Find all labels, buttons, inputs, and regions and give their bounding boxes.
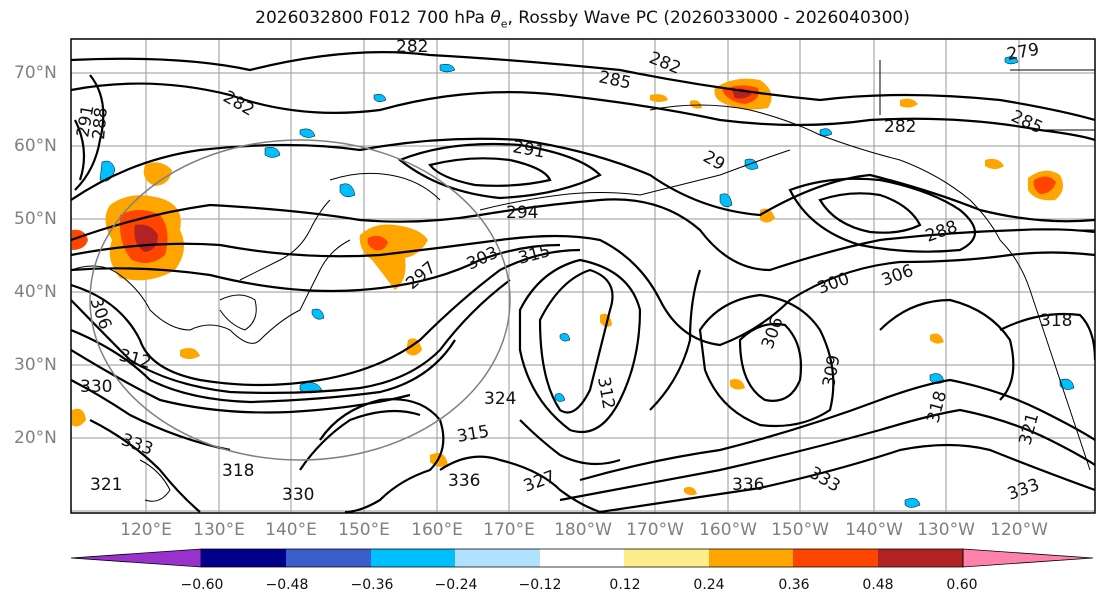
coastline-japan [239,199,331,281]
contour-label: 294 [506,203,538,223]
colorbar-segment [540,549,624,567]
coastline-korea [219,294,257,331]
colorbar-segment [201,549,286,567]
contour-label: 324 [484,389,516,409]
contour-label: 330 [282,485,314,505]
lon-label: 160°E [411,520,463,540]
lon-label: 170°E [483,520,535,540]
lat-label: 30°N [14,355,57,375]
rossby-wave-circle [89,139,511,461]
coastlines [71,60,1095,502]
title-symbol: θ [490,8,501,28]
title-run: 2026032800 [255,8,364,28]
contour-label: 282 [884,117,916,137]
lat-label: 20°N [14,428,57,448]
title-forecast: F012 [368,8,411,28]
colorbar-extend-max [962,548,1094,568]
colorbar-tick: −0.60 [180,577,224,593]
title-level: 700 hPa [416,8,485,28]
map-title: 2026032800 F012 700 hPa θe, Rossby Wave … [0,8,1105,30]
colorbar-tick: 0.48 [862,577,894,593]
contour-282 [71,51,1095,122]
lat-label: 50°N [14,209,57,229]
lon-label: 180°W [554,520,612,540]
colorbar-segment [371,549,455,567]
lat-label: 60°N [14,136,57,156]
map-frame [70,38,1096,514]
colorbar-tick: −0.48 [265,577,309,593]
coastline-alaska [649,104,1001,241]
contour-label: 336 [448,471,480,491]
contour-label: 282 [396,37,428,57]
colorbar-segment [624,549,709,567]
colorbar-tick: 0.60 [946,577,978,593]
colorbar-extend-min [70,548,202,568]
contour-label: 318 [1040,311,1072,331]
contour-label: 330 [80,377,112,397]
lat-label: 70°N [14,63,57,83]
colorbar-tick: −0.36 [350,577,394,593]
title-subscript: e [500,17,508,31]
colorbar-tick: −0.12 [518,577,562,593]
contour-label: 288 [89,106,112,140]
colorbar-segment [455,549,540,567]
positive-anomaly-east [1028,170,1064,201]
contour-label: 336 [732,475,764,495]
lon-label: 150°W [771,520,829,540]
contour-label: 321 [90,475,122,495]
colorbar-segment [709,549,793,567]
lon-label: 130°W [917,520,975,540]
lon-label: 170°W [626,520,684,540]
colorbar-tick: −0.24 [434,577,478,593]
colorbar-segment [793,549,878,567]
lon-label: 140°E [265,520,317,540]
colorbar-segments [70,548,1094,568]
borders [879,60,1095,231]
coastline-asia [71,239,351,344]
lon-label: 150°E [338,520,390,540]
title-suffix: , Rossby Wave PC (2026033000 - 202604030… [507,8,910,28]
colorbar-segment [286,549,371,567]
coastline-kamchatka [329,172,441,201]
colorbar-segment [878,549,963,567]
theta-e-contours [71,51,1095,513]
positive-anomaly-central [359,224,428,290]
colorbar-tick: 0.24 [693,577,725,593]
lon-label: 130°E [193,520,245,540]
colorbar-tick: 0.36 [778,577,810,593]
coastline-south-asia [139,459,171,502]
lon-label: 120°E [120,520,172,540]
coastline-north-america [999,239,1091,471]
lon-label: 140°W [845,520,903,540]
lat-label: 40°N [14,282,57,302]
contour-label: 318 [222,461,254,481]
colorbar-tick: 0.12 [609,577,641,593]
lon-label: 160°W [699,520,757,540]
lon-label: 120°W [990,520,1048,540]
coastline-aleutians [479,149,791,211]
